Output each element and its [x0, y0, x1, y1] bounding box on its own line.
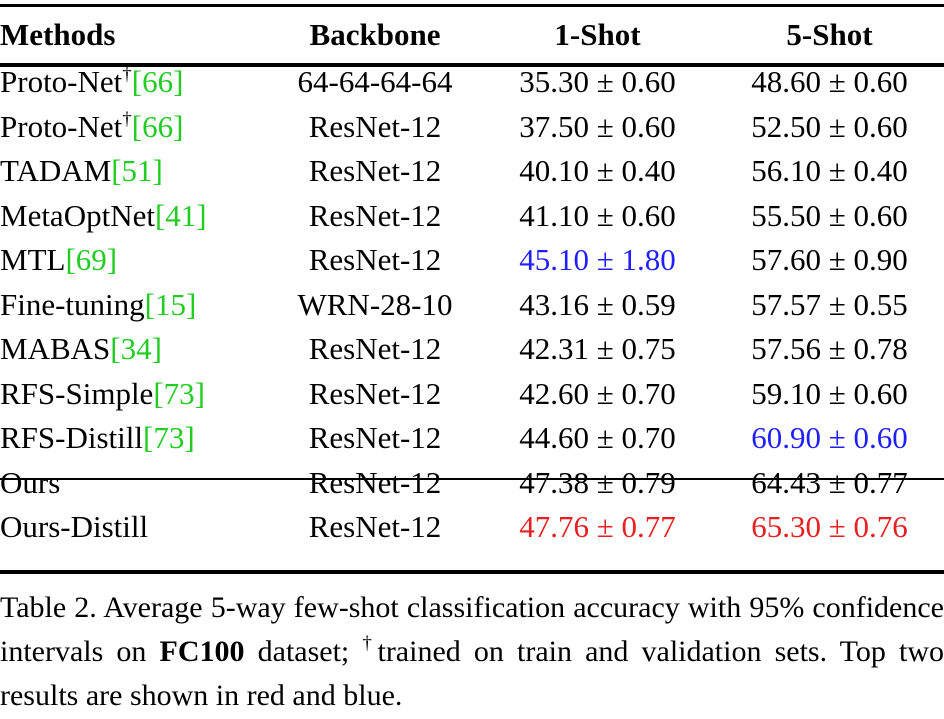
baseline-rows: Proto-Net†[66] 64-64-64-64 35.30 ± 0.60 48.… [0, 60, 944, 461]
caption-dagger: † [362, 633, 378, 654]
cell-backbone: ResNet-12 [308, 464, 442, 500]
cell-method: Ours-Distill [0, 505, 270, 550]
method-name: Proto-Net [0, 64, 123, 99]
cell-five-shot: 57.60 ± 0.90 [751, 242, 908, 277]
method-name: Ours-Distill [0, 509, 149, 544]
cell-method: Fine-tuning[15] [0, 283, 270, 328]
method-name: MetaOptNet [0, 197, 155, 233]
cell-method: MABAS[34] [0, 327, 270, 372]
table-caption: Table 2. Average 5-way few-shot classifi… [0, 586, 944, 718]
cell-one-shot: 41.10 ± 0.60 [519, 197, 676, 233]
cell-backbone: ResNet-12 [308, 420, 442, 455]
cell-one-shot: 43.16 ± 0.59 [519, 286, 676, 322]
cell-one-shot: 42.60 ± 0.70 [519, 375, 676, 411]
cell-backbone: ResNet-12 [308, 331, 442, 366]
citation-link[interactable]: [66] [131, 108, 184, 144]
cell-method: MetaOptNet[41] [0, 194, 270, 239]
table-row: MABAS[34] ResNet-12 42.31 ± 0.75 57.56 ± 0.… [0, 327, 944, 372]
cell-one-shot: 47.38 ± 0.79 [519, 464, 676, 500]
caption-text-1: Table 2. Average 5-way few-shot classifi… [0, 591, 944, 668]
cell-five-shot: 56.10 ± 0.40 [751, 153, 908, 188]
cell-backbone: ResNet-12 [308, 242, 442, 277]
table-row: MetaOptNet[41] ResNet-12 41.10 ± 0.60 55.50… [0, 194, 944, 239]
cell-five-shot: 64.43 ± 0.77 [751, 464, 908, 500]
cell-five-shot: 57.56 ± 0.78 [751, 331, 908, 366]
cell-backbone: ResNet-12 [308, 108, 442, 144]
table-row: MTL[69] ResNet-12 45.10 ± 1.80 57.60 ± 0.90 [0, 238, 944, 283]
ours-separator-rule [0, 478, 944, 480]
cell-five-shot: 57.57 ± 0.55 [751, 286, 908, 322]
cell-five-shot: 65.30 ± 0.76 [751, 509, 908, 544]
citation-link[interactable]: [66] [131, 64, 184, 99]
cell-one-shot: 44.60 ± 0.70 [519, 420, 676, 455]
cell-five-shot: 59.10 ± 0.60 [751, 375, 908, 411]
bottom-rule [0, 570, 944, 574]
method-name: RFS-Distill [0, 420, 143, 455]
header-one-shot: 1-Shot [554, 17, 641, 52]
cell-one-shot: 40.10 ± 0.40 [519, 153, 676, 188]
cell-backbone: ResNet-12 [308, 509, 442, 544]
cell-five-shot: 60.90 ± 0.60 [751, 420, 908, 455]
header-five-shot: 5-Shot [786, 17, 873, 52]
cell-method: Proto-Net†[66] [0, 105, 270, 150]
cell-backbone: 64-64-64-64 [297, 64, 453, 99]
cell-method: Ours [0, 461, 270, 506]
table-row: RFS-Distill[73] ResNet-12 44.60 ± 0.70 60.9… [0, 416, 944, 461]
method-name: TADAM [0, 153, 112, 188]
header-rule [0, 63, 944, 67]
cell-five-shot: 48.60 ± 0.60 [751, 64, 908, 99]
table-row: Fine-tuning[15] WRN-28-10 43.16 ± 0.59 57.5… [0, 283, 944, 328]
ours-rows: Ours ResNet-12 47.38 ± 0.79 64.43 ± 0.77 Our… [0, 461, 944, 550]
cell-one-shot: 37.50 ± 0.60 [519, 108, 676, 144]
table-row: Ours-Distill ResNet-12 47.76 ± 0.77 65.30 ±… [0, 505, 944, 550]
results-table: Methods Backbone 1-Shot 5-Shot Proto-Net… [0, 10, 944, 550]
citation-link[interactable]: [73] [153, 375, 205, 411]
table-row: TADAM[51] ResNet-12 40.10 ± 0.40 56.10 ± 0.… [0, 149, 944, 194]
citation-link[interactable]: [69] [65, 242, 118, 277]
caption-dataset: FC100 [159, 635, 245, 668]
cell-method: TADAM[51] [0, 149, 270, 194]
dagger-mark: † [122, 64, 132, 85]
citation-link[interactable]: [41] [154, 197, 207, 233]
table-row: Ours ResNet-12 47.38 ± 0.79 64.43 ± 0.77 [0, 461, 944, 506]
citation-link[interactable]: [51] [111, 153, 163, 188]
header-backbone: Backbone [309, 17, 441, 52]
table-row: RFS-Simple[73] ResNet-12 42.60 ± 0.70 59.10… [0, 372, 944, 417]
table-row: Proto-Net†[66] 64-64-64-64 35.30 ± 0.60 48.… [0, 60, 944, 105]
cell-method: RFS-Distill[73] [0, 416, 270, 461]
cell-five-shot: 52.50 ± 0.60 [751, 108, 908, 144]
cell-one-shot: 45.10 ± 1.80 [519, 242, 676, 277]
method-name: MTL [0, 242, 66, 277]
citation-link[interactable]: [15] [144, 286, 197, 322]
cell-backbone: WRN-28-10 [297, 286, 453, 322]
cell-one-shot: 35.30 ± 0.60 [519, 64, 676, 99]
cell-backbone: ResNet-12 [308, 375, 442, 411]
method-name: Ours [0, 464, 61, 500]
dagger-mark: † [122, 108, 132, 130]
caption-text-3: trained on train and validation sets. To… [0, 635, 944, 712]
table-row: Proto-Net†[66] ResNet-12 37.50 ± 0.60 52.50… [0, 105, 944, 150]
caption-text-2: dataset; [244, 635, 363, 668]
cell-one-shot: 47.76 ± 0.77 [519, 509, 676, 544]
method-name: RFS-Simple [0, 375, 154, 411]
header-row: Methods Backbone 1-Shot 5-Shot [0, 10, 944, 60]
header-methods: Methods [0, 17, 116, 52]
cell-five-shot: 55.50 ± 0.60 [751, 197, 908, 233]
method-name: MABAS [0, 331, 111, 366]
cell-method: MTL[69] [0, 238, 270, 283]
method-name: Fine-tuning [0, 286, 145, 322]
cell-one-shot: 42.31 ± 0.75 [519, 331, 676, 366]
method-name: Proto-Net [0, 108, 123, 144]
cell-backbone: ResNet-12 [308, 153, 442, 188]
top-rule [0, 4, 944, 7]
citation-link[interactable]: [73] [143, 420, 195, 455]
citation-link[interactable]: [34] [110, 331, 162, 366]
cell-method: Proto-Net†[66] [0, 60, 270, 105]
cell-method: RFS-Simple[73] [0, 372, 270, 417]
cell-backbone: ResNet-12 [308, 197, 442, 233]
